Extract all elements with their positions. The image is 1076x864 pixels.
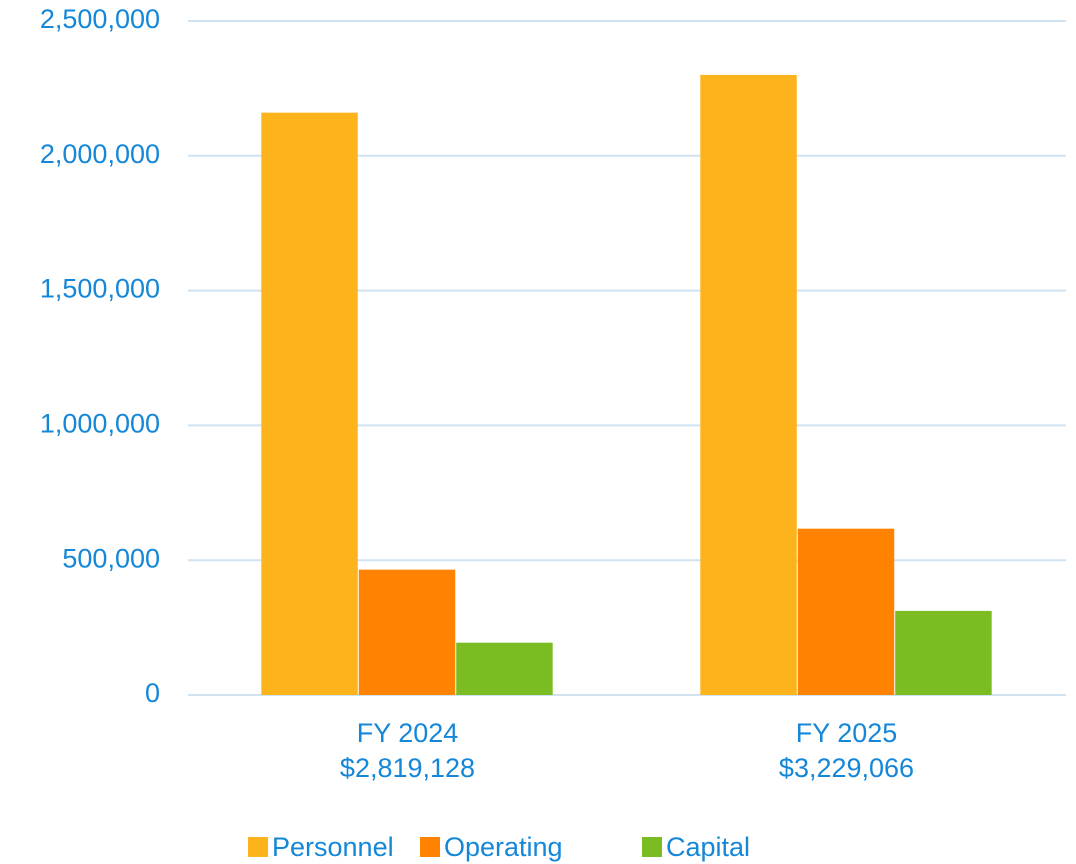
y-tick-label: 500,000 <box>62 543 160 573</box>
bar <box>456 642 553 695</box>
legend-swatch <box>248 837 268 857</box>
y-tick-label: 0 <box>145 678 160 708</box>
bar <box>895 610 992 695</box>
x-tick-label: FY 2024 $2,819,128 <box>340 718 475 783</box>
legend-label: Personnel <box>272 832 394 862</box>
y-tick-label: 1,000,000 <box>40 409 160 439</box>
y-tick-label: 2,500,000 <box>40 4 160 34</box>
bar <box>797 528 895 695</box>
legend-label: Operating <box>444 832 563 862</box>
legend-swatch <box>420 837 440 857</box>
legend-swatch <box>642 837 662 857</box>
bar <box>358 569 456 695</box>
y-tick-label: 1,500,000 <box>40 274 160 304</box>
bar <box>261 112 358 695</box>
y-tick-label: 2,000,000 <box>40 139 160 169</box>
bar <box>700 74 797 696</box>
x-tick-label: FY 2025 $3,229,066 <box>779 718 914 783</box>
legend-label: Capital <box>666 832 750 862</box>
